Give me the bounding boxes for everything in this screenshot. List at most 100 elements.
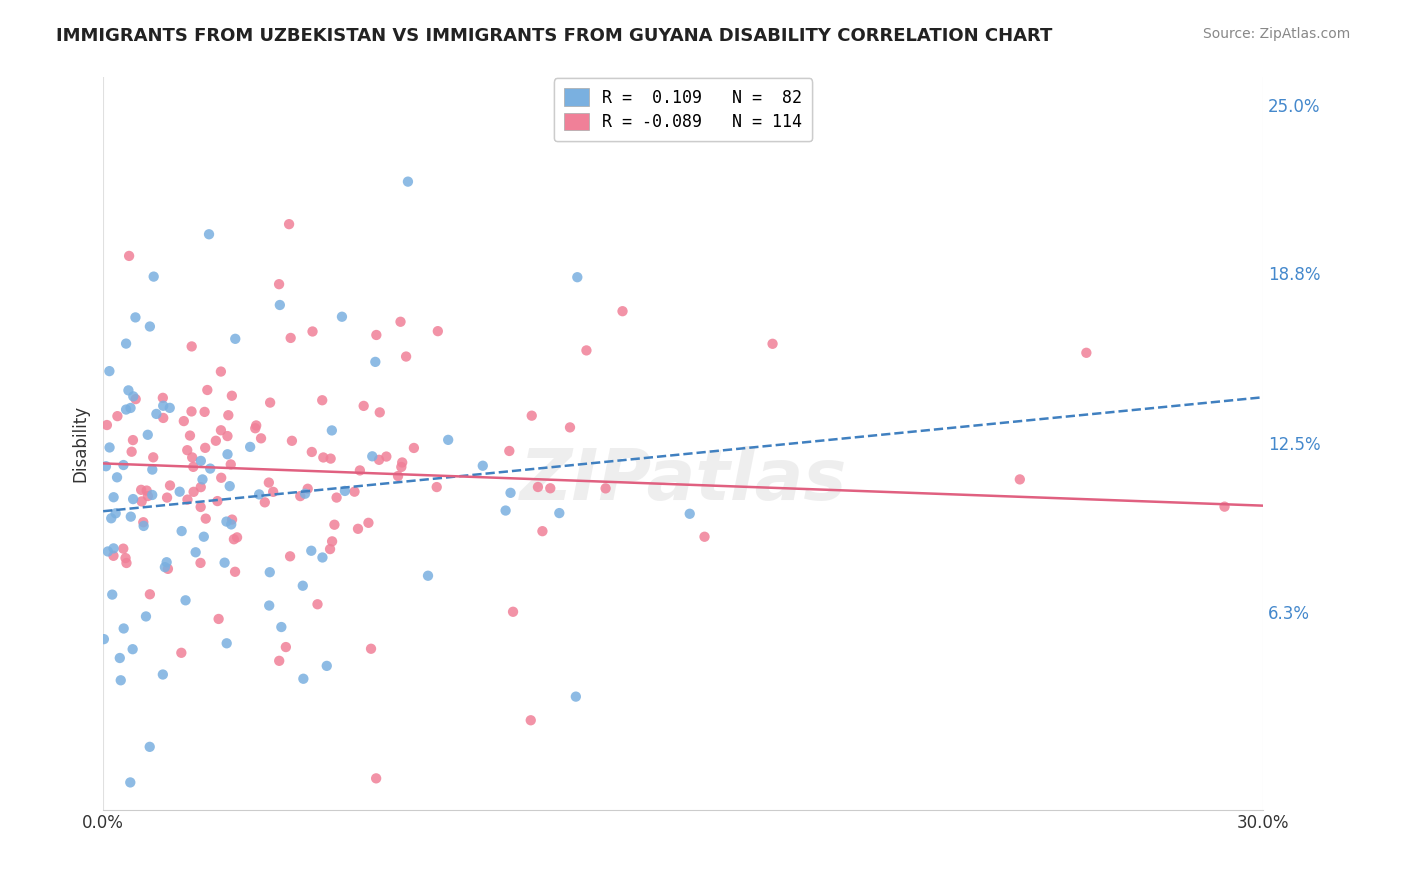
Point [368, 452, 391, 467]
Point [226, 530, 249, 544]
Point [191, 472, 214, 486]
Point [1213, 500, 1236, 514]
Point [257, 599, 280, 613]
Point [269, 654, 291, 668]
Point [395, 350, 418, 364]
Point [247, 487, 270, 501]
Point [319, 451, 342, 466]
Point [343, 484, 366, 499]
Point [103, 490, 125, 504]
Point [170, 646, 193, 660]
Point [426, 480, 449, 494]
Point [402, 441, 425, 455]
Point [349, 463, 371, 477]
Point [93, 632, 115, 647]
Point [262, 484, 284, 499]
Point [142, 269, 165, 284]
Point [135, 609, 157, 624]
Point [274, 640, 297, 654]
Point [214, 556, 236, 570]
Point [259, 566, 281, 580]
Point [174, 593, 197, 607]
Point [360, 641, 382, 656]
Y-axis label: Disability: Disability [72, 405, 89, 482]
Point [558, 420, 581, 434]
Point [209, 423, 232, 437]
Point [281, 434, 304, 448]
Point [103, 549, 125, 563]
Point [139, 587, 162, 601]
Point [495, 503, 517, 517]
Point [527, 480, 550, 494]
Text: Source: ZipAtlas.com: Source: ZipAtlas.com [1202, 27, 1350, 41]
Point [389, 315, 412, 329]
Point [1076, 346, 1098, 360]
Point [194, 405, 217, 419]
Point [181, 459, 204, 474]
Point [330, 310, 353, 324]
Point [361, 450, 384, 464]
Point [124, 392, 146, 406]
Point [139, 319, 162, 334]
Point [218, 479, 240, 493]
Point [299, 543, 322, 558]
Point [138, 739, 160, 754]
Point [366, 328, 388, 343]
Point [312, 450, 335, 465]
Point [364, 355, 387, 369]
Point [118, 249, 141, 263]
Point [129, 483, 152, 497]
Point [198, 227, 221, 242]
Point [565, 690, 588, 704]
Point [217, 429, 239, 443]
Point [269, 298, 291, 312]
Point [190, 500, 212, 514]
Point [278, 217, 301, 231]
Point [141, 488, 163, 502]
Point [311, 550, 333, 565]
Point [222, 533, 245, 547]
Point [145, 407, 167, 421]
Point [368, 405, 391, 419]
Point [321, 424, 343, 438]
Point [499, 486, 522, 500]
Point [294, 486, 316, 500]
Point [217, 447, 239, 461]
Point [141, 462, 163, 476]
Point [207, 612, 229, 626]
Point [693, 530, 716, 544]
Point [115, 336, 138, 351]
Point [122, 492, 145, 507]
Point [209, 471, 232, 485]
Point [259, 395, 281, 409]
Point [217, 408, 239, 422]
Point [301, 445, 323, 459]
Point [471, 458, 494, 473]
Point [366, 772, 388, 786]
Point [112, 458, 135, 472]
Point [323, 517, 346, 532]
Point [347, 522, 370, 536]
Point [575, 343, 598, 358]
Point [180, 339, 202, 353]
Point [333, 483, 356, 498]
Point [190, 454, 212, 468]
Point [1008, 472, 1031, 486]
Point [538, 481, 561, 495]
Point [132, 519, 155, 533]
Point [280, 331, 302, 345]
Point [291, 579, 314, 593]
Point [153, 560, 176, 574]
Point [194, 511, 217, 525]
Point [136, 427, 159, 442]
Point [120, 401, 142, 415]
Point [110, 673, 132, 688]
Point [132, 515, 155, 529]
Point [152, 667, 174, 681]
Point [97, 544, 120, 558]
Point [353, 399, 375, 413]
Point [190, 480, 212, 494]
Point [117, 384, 139, 398]
Point [169, 484, 191, 499]
Point [176, 443, 198, 458]
